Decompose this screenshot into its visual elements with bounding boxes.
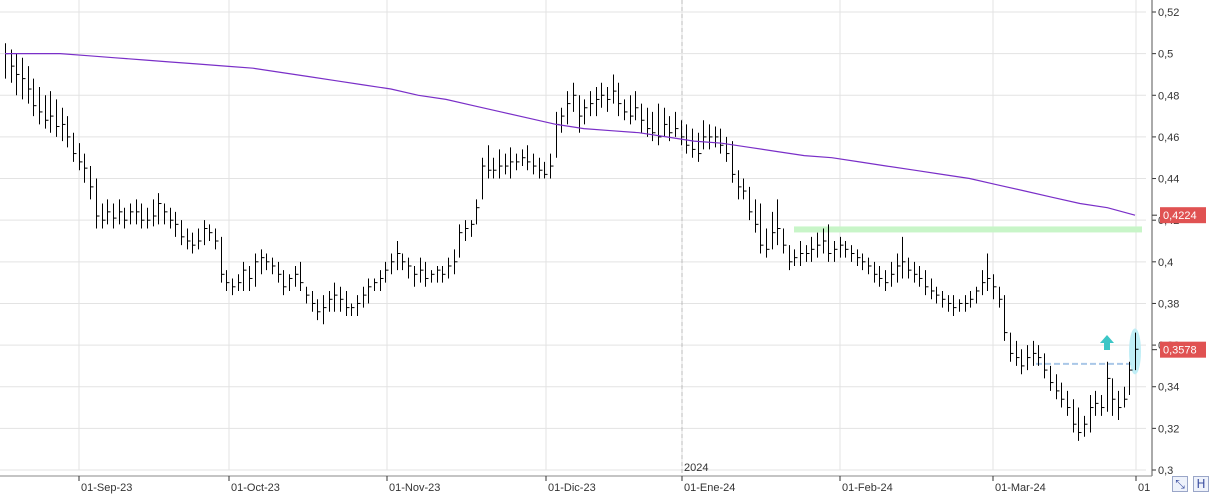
year-marker-label: 2024 bbox=[684, 462, 708, 474]
y-tick-label: 0,46 bbox=[1158, 132, 1179, 144]
moving-average-value-label: 0,4224 bbox=[1163, 210, 1197, 222]
moving-average-value-label-box bbox=[1160, 207, 1206, 224]
x-tick-label: 01-Nov-23 bbox=[389, 482, 440, 494]
gridlines bbox=[0, 0, 1146, 476]
x-tick-label: 01-Oct-23 bbox=[231, 482, 280, 494]
annotation-overlay bbox=[1100, 335, 1114, 351]
x-tick-label: 01-Mar-24 bbox=[995, 482, 1046, 494]
x-tick-label: 01-Feb-24 bbox=[842, 482, 893, 494]
last-price-label-box bbox=[1160, 341, 1206, 358]
last-price-label: 0,3578 bbox=[1163, 345, 1197, 357]
resistance-zone bbox=[794, 226, 1142, 233]
y-tick-label: 0,38 bbox=[1158, 298, 1179, 310]
price-axis-background bbox=[1152, 0, 1214, 476]
zoom-icon[interactable]: ⤡ bbox=[1172, 476, 1188, 492]
y-tick-label: 0,4 bbox=[1158, 257, 1173, 269]
y-tick-label: 0,34 bbox=[1158, 382, 1179, 394]
y-tick-label: 0,3 bbox=[1158, 465, 1173, 477]
ohlc-bars bbox=[5, 43, 1139, 441]
y-tick-label: 0,32 bbox=[1158, 423, 1179, 435]
x-tick-label: 01-Ene-24 bbox=[684, 482, 735, 494]
moving-average-line bbox=[5, 52, 1136, 216]
date-axis: 01-Sep-23 01-Oct-23 01-Nov-23 01-Dic-23 01-E… bbox=[0, 462, 1152, 494]
price-axis: 0,520,50,480,460,440,420,40,380,360,340,… bbox=[1151, 0, 1206, 477]
y-tick-label: 0,5 bbox=[1158, 49, 1173, 61]
save-icon[interactable]: H bbox=[1193, 476, 1209, 492]
y-tick-label: 0,48 bbox=[1158, 90, 1179, 102]
x-tick-label: 01 bbox=[1138, 482, 1150, 494]
x-tick-label: 01-Sep-23 bbox=[81, 482, 132, 494]
breakout-arrow-icon bbox=[1100, 335, 1114, 351]
x-tick-label: 01-Dic-23 bbox=[548, 482, 596, 494]
y-tick-label: 0,44 bbox=[1158, 174, 1179, 186]
annotation-layer bbox=[794, 226, 1142, 375]
y-tick-label: 0,52 bbox=[1158, 7, 1179, 19]
